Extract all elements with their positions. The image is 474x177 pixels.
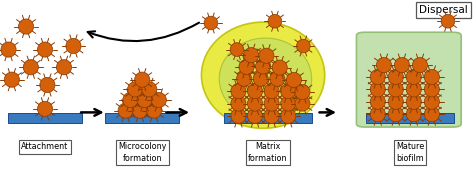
Ellipse shape xyxy=(37,101,53,116)
FancyBboxPatch shape xyxy=(356,32,461,127)
Ellipse shape xyxy=(424,94,439,109)
Ellipse shape xyxy=(219,38,311,119)
Bar xyxy=(366,113,454,123)
Ellipse shape xyxy=(244,48,259,63)
Ellipse shape xyxy=(370,94,385,109)
Ellipse shape xyxy=(259,48,274,63)
Ellipse shape xyxy=(295,96,310,111)
Bar xyxy=(105,113,179,123)
Ellipse shape xyxy=(231,84,246,99)
Ellipse shape xyxy=(388,82,403,97)
Text: Dispersal: Dispersal xyxy=(419,5,467,15)
Ellipse shape xyxy=(40,77,55,93)
Ellipse shape xyxy=(281,108,296,124)
Ellipse shape xyxy=(406,94,421,109)
Ellipse shape xyxy=(118,103,133,118)
Bar xyxy=(8,113,82,123)
Ellipse shape xyxy=(66,38,81,54)
Ellipse shape xyxy=(237,71,252,86)
Ellipse shape xyxy=(239,59,254,75)
Ellipse shape xyxy=(123,92,138,108)
Ellipse shape xyxy=(146,103,162,118)
Ellipse shape xyxy=(23,60,38,75)
Ellipse shape xyxy=(151,92,166,108)
Ellipse shape xyxy=(388,107,403,122)
Ellipse shape xyxy=(406,107,421,122)
Ellipse shape xyxy=(268,14,282,28)
Ellipse shape xyxy=(394,58,410,73)
Ellipse shape xyxy=(255,59,271,74)
Ellipse shape xyxy=(37,42,53,57)
Ellipse shape xyxy=(388,69,403,85)
Ellipse shape xyxy=(4,72,19,87)
Ellipse shape xyxy=(264,84,279,99)
Ellipse shape xyxy=(286,72,301,88)
Ellipse shape xyxy=(412,58,428,73)
Ellipse shape xyxy=(281,96,296,111)
Ellipse shape xyxy=(281,84,296,99)
Ellipse shape xyxy=(204,16,218,30)
Ellipse shape xyxy=(370,82,385,97)
Ellipse shape xyxy=(137,92,152,108)
Text: Matrix
formation: Matrix formation xyxy=(248,142,288,163)
Ellipse shape xyxy=(264,108,279,124)
Ellipse shape xyxy=(370,69,385,85)
Ellipse shape xyxy=(424,107,439,122)
Ellipse shape xyxy=(253,71,268,86)
Ellipse shape xyxy=(18,19,34,34)
Ellipse shape xyxy=(231,108,246,124)
Text: Microcolony
formation: Microcolony formation xyxy=(118,142,166,163)
Ellipse shape xyxy=(135,72,150,87)
Ellipse shape xyxy=(388,94,403,109)
Ellipse shape xyxy=(247,96,263,111)
Ellipse shape xyxy=(247,108,263,124)
Ellipse shape xyxy=(272,60,287,75)
Ellipse shape xyxy=(201,22,325,128)
Ellipse shape xyxy=(132,103,147,118)
Ellipse shape xyxy=(231,96,246,111)
Ellipse shape xyxy=(406,82,421,97)
Ellipse shape xyxy=(247,84,263,99)
Ellipse shape xyxy=(424,82,439,97)
Ellipse shape xyxy=(270,71,285,86)
Bar xyxy=(224,113,311,123)
Ellipse shape xyxy=(424,69,439,85)
Ellipse shape xyxy=(56,60,72,75)
Text: Attachment: Attachment xyxy=(21,142,69,152)
Ellipse shape xyxy=(376,58,392,73)
Ellipse shape xyxy=(264,96,279,111)
Ellipse shape xyxy=(1,42,16,57)
Ellipse shape xyxy=(295,84,310,100)
Ellipse shape xyxy=(142,82,157,97)
Ellipse shape xyxy=(297,39,310,53)
Text: Mature
biofilm: Mature biofilm xyxy=(396,142,424,163)
Ellipse shape xyxy=(128,82,143,97)
Ellipse shape xyxy=(370,107,385,122)
Ellipse shape xyxy=(441,14,455,28)
Ellipse shape xyxy=(230,43,244,56)
Ellipse shape xyxy=(406,69,421,85)
